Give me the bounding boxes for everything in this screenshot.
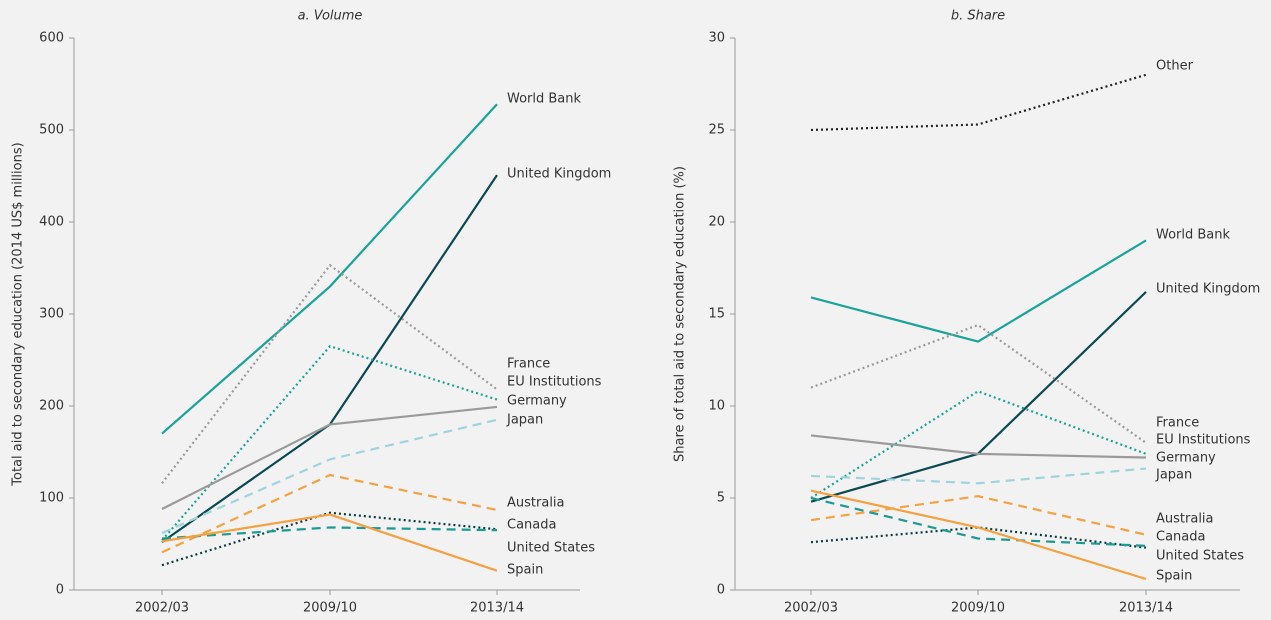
series-line <box>810 239 1147 343</box>
series-label: Germany <box>507 394 567 409</box>
series-label: Canada <box>1156 530 1205 545</box>
series-label: United States <box>507 541 595 556</box>
series-label: United States <box>1156 549 1244 564</box>
y-tick-label: 10 <box>708 399 725 414</box>
y-tick-label: 15 <box>708 307 725 322</box>
series-label: EU Institutions <box>1156 433 1251 448</box>
series-line <box>161 103 498 435</box>
series-label: Spain <box>507 563 543 578</box>
series-line <box>810 390 1147 499</box>
series-line <box>810 434 1147 459</box>
series-line <box>810 526 1147 549</box>
x-tick-label: 2013/14 <box>1119 601 1173 616</box>
x-tick-label: 2009/10 <box>303 601 357 616</box>
series-line <box>810 496 1147 547</box>
y-tick-label: 0 <box>56 583 64 598</box>
series-label: EU Institutions <box>507 375 602 390</box>
y-tick-label: 300 <box>39 307 64 322</box>
y-tick-label: 0 <box>717 583 725 598</box>
series-line <box>161 263 498 484</box>
y-tick-label: 200 <box>39 399 64 414</box>
y-axis-label: Total aid to secondary education (2014 U… <box>11 142 26 486</box>
chart-title: b. Share <box>951 9 1005 24</box>
x-tick-label: 2009/10 <box>951 601 1005 616</box>
series-label: United Kingdom <box>1156 282 1260 297</box>
y-tick-label: 400 <box>39 215 64 230</box>
series-label: Japan <box>1155 468 1192 483</box>
series-line <box>161 513 498 572</box>
series-line <box>810 73 1147 132</box>
series-label: Germany <box>1156 451 1216 466</box>
y-axis-label: Share of total aid to secondary educatio… <box>673 166 688 462</box>
x-tick-label: 2002/03 <box>135 601 189 616</box>
series-line <box>161 405 498 511</box>
y-tick-label: 20 <box>708 215 725 230</box>
series-line <box>161 511 498 567</box>
chart-title: a. Volume <box>298 9 363 24</box>
series-line <box>161 473 498 554</box>
series-label: Other <box>1156 59 1194 74</box>
series-label: World Bank <box>1156 228 1231 243</box>
series-line <box>161 526 498 540</box>
series-label: France <box>507 357 550 372</box>
series-label: Canada <box>507 518 556 533</box>
series-label: France <box>1156 416 1199 431</box>
series-label: Australia <box>1156 512 1214 527</box>
y-tick-label: 30 <box>708 31 725 46</box>
x-tick-label: 2002/03 <box>784 601 838 616</box>
y-tick-label: 5 <box>717 491 725 506</box>
series-line <box>161 418 498 534</box>
series-line <box>161 174 498 544</box>
series-label: Australia <box>507 496 565 511</box>
series-label: Japan <box>506 413 543 428</box>
y-tick-label: 600 <box>39 31 64 46</box>
x-tick-label: 2013/14 <box>470 601 524 616</box>
series-line <box>161 344 498 542</box>
series-line <box>810 489 1147 581</box>
series-line <box>810 495 1147 536</box>
series-label: United Kingdom <box>507 167 611 182</box>
y-tick-label: 100 <box>39 491 64 506</box>
series-line <box>810 467 1147 485</box>
series-line <box>810 323 1147 444</box>
y-tick-label: 25 <box>708 123 725 138</box>
series-line <box>810 291 1147 503</box>
y-tick-label: 500 <box>39 123 64 138</box>
series-label: Spain <box>1156 569 1192 584</box>
series-label: World Bank <box>507 92 582 107</box>
